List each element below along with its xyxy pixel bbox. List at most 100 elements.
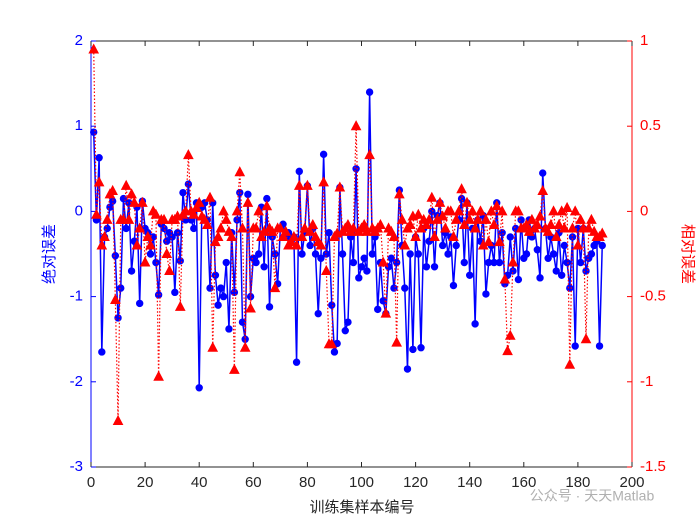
triangle-marker <box>280 225 292 236</box>
triangle-marker <box>207 341 219 352</box>
triangle-marker <box>483 236 494 247</box>
y-tick-label: 2 <box>75 32 83 49</box>
triangle-marker <box>315 239 327 250</box>
triangle-marker <box>545 218 557 230</box>
x-axis-label: 训练集样本编号 <box>309 499 414 516</box>
triangle-marker <box>91 208 102 219</box>
triangle-marker <box>215 222 227 233</box>
triangle-marker <box>277 230 289 241</box>
triangle-marker <box>112 414 124 425</box>
triangle-marker <box>161 247 173 258</box>
triangle-marker <box>342 218 354 230</box>
circle-marker <box>255 250 263 258</box>
triangle-marker <box>421 218 432 230</box>
triangle-marker <box>583 222 595 233</box>
triangle-marker <box>445 205 457 216</box>
circle-marker <box>466 271 474 279</box>
triangle-marker <box>429 230 440 241</box>
triangle-marker <box>101 213 113 224</box>
triangle-marker <box>183 149 194 160</box>
circle-marker <box>260 263 268 271</box>
triangle-marker <box>318 176 329 187</box>
circle-marker <box>171 288 179 297</box>
circle-marker <box>190 224 198 233</box>
triangle-marker <box>561 201 573 212</box>
triangle-marker <box>358 218 370 230</box>
triangle-marker <box>507 256 519 267</box>
triangle-marker <box>569 205 581 216</box>
circle-marker <box>560 241 569 250</box>
triangle-marker <box>423 213 435 224</box>
triangle-marker <box>291 239 302 250</box>
circle-marker <box>387 254 395 262</box>
triangle-marker <box>553 218 565 230</box>
triangle-marker <box>502 345 513 356</box>
circle-marker <box>536 274 544 282</box>
circle-marker <box>152 258 160 267</box>
x-tick-label: 120 <box>403 474 428 491</box>
triangle-marker <box>496 205 508 216</box>
x-tick-label: 20 <box>137 474 154 491</box>
x-tick-label: 0 <box>87 474 95 491</box>
y2-tick-label: -1 <box>640 373 653 390</box>
circle-marker <box>514 275 523 284</box>
triangle-marker <box>396 213 408 224</box>
y2-axis-label: 相对误差 <box>679 224 696 284</box>
circle-marker <box>154 291 163 299</box>
triangle-marker <box>237 222 248 233</box>
circle-marker <box>233 216 241 224</box>
circle-marker <box>252 258 260 267</box>
circle-marker <box>319 150 328 159</box>
circle-marker <box>355 274 363 282</box>
triangle-marker <box>239 341 251 352</box>
triangle-marker <box>153 370 164 381</box>
triangle-marker <box>440 222 451 233</box>
triangle-marker <box>388 230 400 241</box>
triangle-marker <box>437 210 448 221</box>
triangle-marker <box>550 230 562 241</box>
y2-tick-label: 0 <box>640 202 648 219</box>
x-tick-label: 160 <box>511 474 536 491</box>
circle-marker <box>374 305 382 314</box>
triangle-marker <box>521 218 532 230</box>
triangle-marker <box>548 205 559 216</box>
triangle-marker <box>137 196 148 207</box>
circle-marker <box>557 271 566 279</box>
triangle-marker <box>580 333 592 344</box>
triangle-marker <box>299 222 311 233</box>
y2-tick-label: 0.5 <box>640 117 661 134</box>
circle-marker <box>549 250 558 258</box>
triangle-marker <box>107 184 118 195</box>
circle-marker <box>127 267 136 275</box>
triangle-marker <box>242 196 254 207</box>
triangle-marker <box>188 208 200 219</box>
triangle-marker <box>220 213 232 224</box>
circle-marker <box>349 258 358 267</box>
triangle-marker <box>564 358 576 369</box>
y-tick-label: -2 <box>70 373 83 390</box>
circle-marker <box>533 246 542 254</box>
triangle-marker <box>531 218 543 230</box>
triangle-marker <box>391 336 402 347</box>
circle-marker <box>292 358 301 366</box>
triangle-marker <box>269 282 281 293</box>
triangle-marker <box>410 230 421 241</box>
triangle-marker <box>261 200 273 211</box>
circle-marker <box>214 301 222 309</box>
triangle-marker <box>164 264 175 276</box>
triangle-marker <box>491 200 503 211</box>
triangle-marker <box>504 329 516 340</box>
circle-marker <box>225 325 233 333</box>
triangle-marker <box>250 222 262 233</box>
circle-marker <box>330 348 339 356</box>
circle-marker <box>176 257 184 265</box>
x-tick-label: 80 <box>299 474 316 491</box>
triangle-marker <box>575 213 586 224</box>
triangle-marker <box>174 300 186 311</box>
triangle-marker <box>212 230 224 241</box>
triangle-marker <box>326 338 338 349</box>
circle-marker <box>117 284 125 292</box>
triangle-marker <box>134 222 146 233</box>
triangle-marker <box>150 208 162 219</box>
